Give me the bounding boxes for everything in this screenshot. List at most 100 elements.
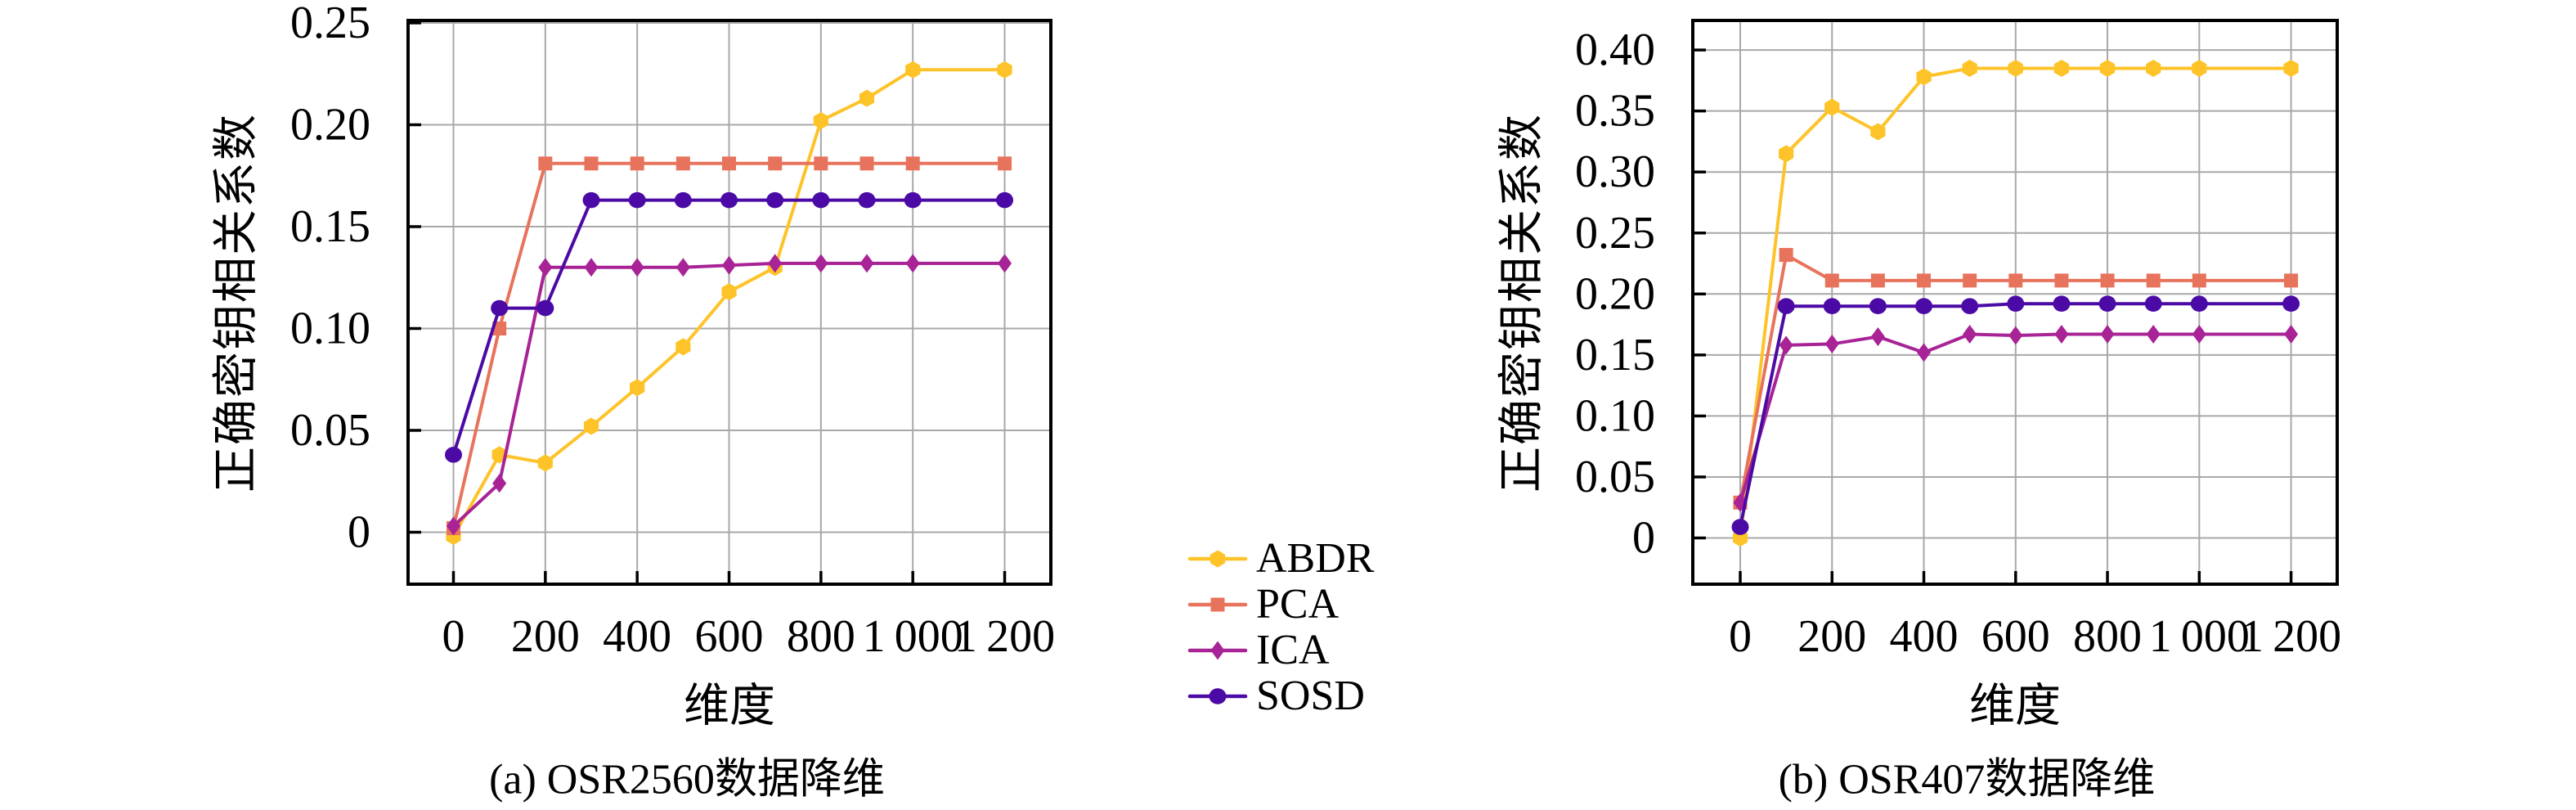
series-sosd-marker <box>1915 298 1933 315</box>
x-tick-label: 200 <box>511 611 580 662</box>
series-sosd-marker <box>445 447 462 463</box>
series-ica-line <box>451 261 1007 529</box>
series-pca <box>1733 248 2299 510</box>
y-tick-label: 0.15 <box>290 201 370 252</box>
series-pca-marker <box>2100 273 2115 288</box>
series-abdr-line <box>1739 66 2293 540</box>
series-sosd-marker <box>996 191 1014 209</box>
x-tick-label: 800 <box>2073 611 2142 662</box>
x-tick-label: 0 <box>1729 611 1752 662</box>
series-pca-marker <box>2192 273 2206 288</box>
y-tick-label: 0.05 <box>1575 452 1655 502</box>
series-sosd <box>1731 295 2300 535</box>
chart-b-y-axis-label: 正确密钥相关系数 <box>1497 113 1548 493</box>
series-sosd-marker <box>2144 295 2162 313</box>
series-ica-marker <box>2008 326 2023 345</box>
series-abdr-marker <box>1870 123 1886 141</box>
series-sosd-marker <box>904 191 922 209</box>
series-abdr-marker <box>2192 59 2207 77</box>
y-tick-label: 0.25 <box>1575 208 1655 259</box>
legend-label-pca: PCA <box>1256 581 1340 628</box>
series-pca-marker <box>2008 273 2023 288</box>
series-pca-marker <box>1917 273 1932 288</box>
series-pca-marker <box>2284 273 2299 288</box>
series-sosd-marker <box>1777 298 1795 315</box>
y-tick-label: 0.25 <box>290 0 370 48</box>
series-abdr-marker <box>537 454 553 472</box>
series-ica-marker <box>630 258 644 277</box>
series-ica-line <box>1739 332 2293 505</box>
x-tick-label: 200 <box>1797 611 1866 662</box>
series-ica-marker <box>1779 335 1793 355</box>
series-pca-line <box>451 161 1007 530</box>
series-abdr-marker <box>583 417 599 435</box>
legend-item-pca: PCA <box>1187 582 1374 628</box>
series-sosd-marker <box>2053 295 2071 313</box>
legend-item-ica: ICA <box>1187 628 1374 673</box>
y-tick-label: 0.20 <box>290 100 370 151</box>
legend-marker <box>1210 597 1225 612</box>
plot-frame <box>1691 19 2339 586</box>
series-abdr-marker <box>1916 68 1932 86</box>
series-pca-marker <box>675 156 690 171</box>
y-tick-label: 0.20 <box>1575 268 1655 319</box>
series-sosd-marker <box>1731 519 1749 535</box>
chart-a: 0 0.05 0.10 0.15 0.20 0.25 0 200 400 600 800 1 0001… <box>290 0 1055 662</box>
series-sosd-marker <box>491 299 509 317</box>
series-ica <box>447 254 1012 536</box>
sosd-line-marker-icon <box>1187 683 1248 709</box>
series-pca-marker <box>538 156 553 171</box>
series-abdr-marker <box>2146 59 2161 77</box>
ica-line-marker-icon <box>1187 637 1248 664</box>
series-abdr-marker <box>675 338 691 356</box>
series-pca-marker <box>859 156 874 171</box>
series-pca-marker <box>492 322 507 335</box>
x-tick-label: 400 <box>603 611 671 662</box>
abdr-line-marker-icon <box>1187 546 1248 572</box>
series-sosd-marker <box>1823 298 1841 315</box>
series-ica-marker <box>538 258 553 277</box>
series-sosd-marker <box>536 299 554 317</box>
series-abdr-marker <box>2099 59 2116 77</box>
series-pca-marker <box>905 156 920 171</box>
series-ica-marker <box>675 258 690 277</box>
series-pca-line <box>1739 253 2293 505</box>
series-abdr-marker <box>905 61 921 79</box>
x-tick-label: 400 <box>1890 611 1959 662</box>
series-sosd-marker <box>2282 295 2300 313</box>
y-tick-label: 0 <box>1632 513 1655 564</box>
y-tick-label: 0.15 <box>1575 330 1655 380</box>
y-tick-label: 0 <box>348 507 370 558</box>
series-ica-marker <box>722 255 737 275</box>
legend-label-ica: ICA <box>1256 627 1330 673</box>
series-ica-marker <box>2054 325 2069 344</box>
y-tick-label: 0.35 <box>1575 86 1655 137</box>
chart-a-caption: (a) OSR2560数据降维 <box>489 756 885 803</box>
series-abdr-line <box>451 68 1007 538</box>
series-pca-marker <box>768 156 783 171</box>
series-sosd-marker <box>1961 298 1979 315</box>
sosd-swatch-svg <box>1187 688 1248 704</box>
series-sosd-marker <box>720 191 738 209</box>
series-ica <box>1733 325 2299 512</box>
chart-b: 0 0.05 0.10 0.15 0.20 0.25 0.30 0.35 0.40 0 200 400… <box>1575 19 2341 662</box>
series-abdr-marker <box>2283 59 2299 77</box>
x-tick-label: 600 <box>1981 611 2050 662</box>
series-ica-marker <box>2192 325 2206 344</box>
ica-swatch-svg <box>1187 641 1248 660</box>
series-ica-marker <box>447 516 460 536</box>
series-pca-marker <box>584 156 599 171</box>
y-tick-label: 0.10 <box>290 304 370 354</box>
legend-marker <box>1209 550 1226 568</box>
series-sosd-marker <box>2098 295 2116 313</box>
x-tick-label: 1 000 <box>863 611 963 662</box>
x-tick-label: 1 200 <box>2241 611 2341 662</box>
series-ica-marker <box>492 474 507 493</box>
series-ica-marker <box>1963 325 1977 344</box>
series-pca-marker <box>722 156 737 171</box>
y-tick-label: 0.30 <box>1575 146 1655 197</box>
series-pca-marker <box>1963 273 1977 288</box>
series-pca-marker <box>630 156 644 171</box>
